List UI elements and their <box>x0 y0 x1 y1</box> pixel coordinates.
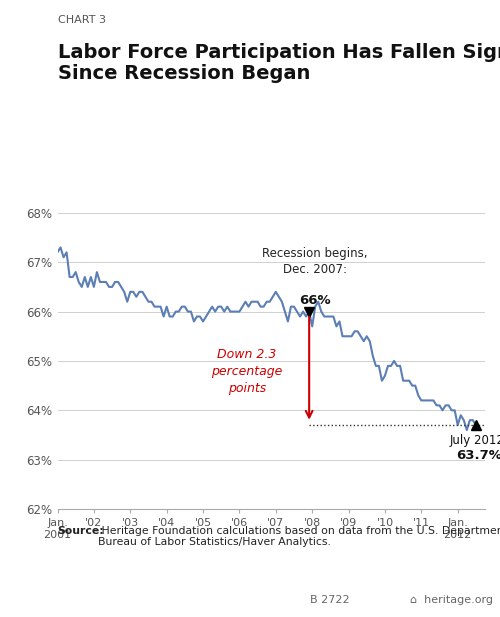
Text: Down 2.3
percentage
points: Down 2.3 percentage points <box>211 349 282 395</box>
Text: Source:: Source: <box>58 526 104 536</box>
Text: 66%: 66% <box>299 294 330 307</box>
Text: July 2012:: July 2012: <box>450 434 500 447</box>
Text: CHART 3: CHART 3 <box>58 15 106 25</box>
Text: 63.7%: 63.7% <box>456 449 500 462</box>
Text: Heritage Foundation calculations based on data from the U.S. Department of Labor: Heritage Foundation calculations based o… <box>98 526 500 547</box>
Text: B 2722: B 2722 <box>310 595 350 605</box>
Text: Recession begins,
Dec. 2007:: Recession begins, Dec. 2007: <box>262 247 368 276</box>
Text: ⌂  heritage.org: ⌂ heritage.org <box>410 595 493 605</box>
Text: Labor Force Participation Has Fallen Significantly
Since Recession Began: Labor Force Participation Has Fallen Sig… <box>58 43 500 83</box>
